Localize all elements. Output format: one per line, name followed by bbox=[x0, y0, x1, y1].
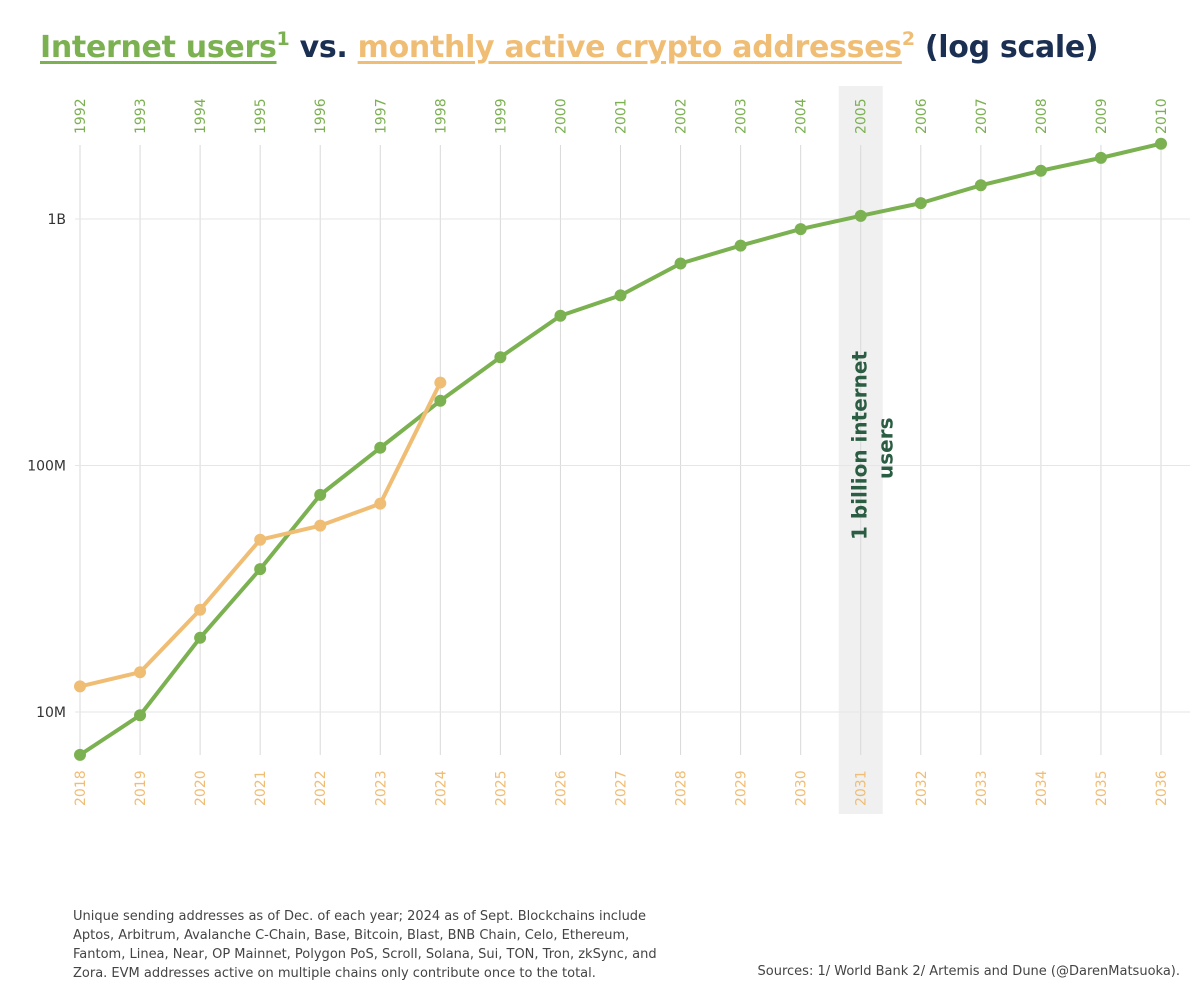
x-bottom-tick-label: 2022 bbox=[313, 770, 329, 806]
x-bottom-tick-label: 2034 bbox=[1034, 770, 1050, 806]
x-top-tick-label: 2002 bbox=[674, 98, 690, 134]
x-bottom-tick-label: 2025 bbox=[493, 770, 509, 806]
tick-labels-layer: 10M 100M 1B 1992 1993 1994 1995 1996 1997 1998 199… bbox=[27, 98, 1170, 806]
crypto-addresses-point bbox=[434, 376, 447, 389]
internet-users-point bbox=[494, 351, 507, 364]
y-tick-label: 10M bbox=[36, 705, 66, 721]
annotation-line-1: 1 billion internet bbox=[848, 351, 872, 540]
internet-users-point bbox=[314, 488, 327, 501]
internet-users-point bbox=[914, 197, 927, 210]
crypto-addresses-point bbox=[314, 519, 327, 532]
x-bottom-tick-label: 2018 bbox=[73, 770, 89, 806]
footnote: Unique sending addresses as of Dec. of e… bbox=[73, 909, 657, 981]
crypto-addresses-point bbox=[194, 603, 207, 616]
x-top-tick-label: 2010 bbox=[1154, 98, 1170, 134]
internet-users-point bbox=[434, 394, 447, 407]
chart-title: Internet users1 vs. monthly active crypt… bbox=[40, 28, 1099, 65]
sources: Sources: 1/ World Bank 2/ Artemis and Du… bbox=[757, 964, 1180, 979]
x-bottom-tick-label: 2024 bbox=[433, 770, 449, 806]
internet-users-point bbox=[554, 309, 567, 322]
x-bottom-tick-label: 2021 bbox=[253, 770, 269, 806]
title-vs: vs. bbox=[289, 30, 358, 65]
internet-users-point bbox=[854, 209, 867, 222]
x-top-tick-label: 1996 bbox=[313, 98, 329, 134]
x-top-tick-label: 1998 bbox=[433, 98, 449, 134]
internet-users-point bbox=[194, 631, 207, 644]
crypto-addresses-point bbox=[74, 680, 86, 693]
x-top-tick-label: 1995 bbox=[253, 98, 269, 134]
internet-users-point bbox=[1034, 164, 1047, 177]
annotation-layer: 1 billion internet users bbox=[848, 351, 898, 540]
x-bottom-tick-label: 2033 bbox=[974, 770, 990, 806]
x-bottom-tick-label: 2023 bbox=[373, 770, 389, 806]
data-points-layer bbox=[74, 137, 1167, 761]
x-bottom-tick-label: 2026 bbox=[553, 770, 569, 806]
x-bottom-tick-label: 2032 bbox=[914, 770, 930, 806]
internet-users-point bbox=[794, 223, 807, 236]
x-top-tick-label: 1999 bbox=[493, 98, 509, 134]
x-top-tick-label: 2008 bbox=[1034, 98, 1050, 134]
internet-users-point bbox=[134, 709, 147, 722]
x-top-tick-label: 1997 bbox=[373, 98, 389, 134]
title-log-scale: (log scale) bbox=[914, 30, 1099, 65]
internet-users-point bbox=[614, 289, 627, 302]
x-top-tick-label: 2005 bbox=[854, 98, 870, 134]
internet-users-point bbox=[1094, 151, 1107, 164]
x-bottom-tick-label: 2019 bbox=[133, 770, 149, 806]
x-bottom-tick-label: 2029 bbox=[734, 770, 750, 806]
annotation-line-2: users bbox=[874, 418, 898, 479]
x-top-tick-label: 1993 bbox=[133, 98, 149, 134]
x-bottom-tick-label: 2031 bbox=[854, 770, 870, 806]
crypto-addresses-point bbox=[134, 666, 147, 679]
internet-users-point bbox=[254, 563, 267, 576]
internet-users-point bbox=[74, 748, 86, 761]
x-bottom-tick-label: 2028 bbox=[674, 770, 690, 806]
crypto-addresses-point bbox=[254, 533, 267, 546]
x-top-tick-label: 1994 bbox=[193, 98, 209, 134]
x-top-tick-label: 2004 bbox=[794, 98, 810, 134]
internet-users-point bbox=[1155, 137, 1167, 150]
y-tick-label: 100M bbox=[27, 459, 66, 475]
x-top-tick-label: 2000 bbox=[553, 98, 569, 134]
internet-users-point bbox=[674, 257, 687, 270]
title-footnote-1: 1 bbox=[276, 28, 290, 50]
x-bottom-tick-label: 2020 bbox=[193, 770, 209, 806]
title-crypto-addresses: monthly active crypto addresses2 bbox=[357, 28, 915, 65]
internet-users-point bbox=[374, 441, 387, 454]
internet-users-point bbox=[734, 239, 747, 252]
y-tick-label: 1B bbox=[47, 212, 66, 228]
title-internet-users: Internet users1 bbox=[40, 28, 290, 65]
grid-layer bbox=[75, 145, 1190, 755]
internet-users-point bbox=[974, 179, 987, 192]
x-bottom-tick-label: 2027 bbox=[614, 770, 630, 806]
x-top-tick-label: 2003 bbox=[734, 98, 750, 134]
title-footnote-2: 2 bbox=[901, 28, 915, 50]
x-top-tick-label: 2007 bbox=[974, 98, 990, 134]
x-top-tick-label: 2009 bbox=[1094, 98, 1110, 134]
x-bottom-tick-label: 2035 bbox=[1094, 770, 1110, 806]
x-top-tick-label: 2001 bbox=[614, 98, 630, 134]
x-bottom-tick-label: 2030 bbox=[794, 770, 810, 806]
x-bottom-tick-label: 2036 bbox=[1154, 770, 1170, 806]
x-top-tick-label: 1992 bbox=[73, 98, 89, 134]
crypto-addresses-point bbox=[374, 497, 387, 510]
x-top-tick-label: 2006 bbox=[914, 98, 930, 134]
